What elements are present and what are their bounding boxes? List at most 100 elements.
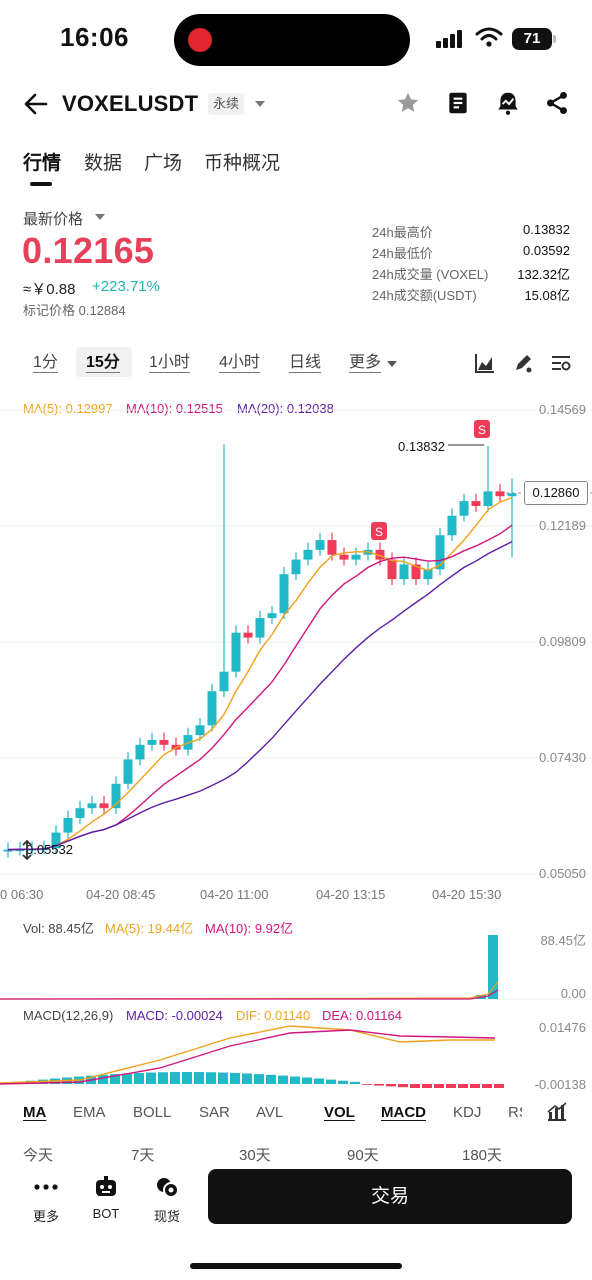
price-type-dropdown-icon[interactable] <box>95 214 105 220</box>
indicator-manage-icon[interactable] <box>546 1102 568 1122</box>
stat-low-value: 0.03592 <box>523 243 570 258</box>
indicator-macd[interactable]: MACD <box>381 1104 426 1121</box>
candle <box>291 552 301 581</box>
stat-volume-label: 24h成交量 (VOXEL) <box>372 267 489 282</box>
candle-body <box>147 739 157 745</box>
range-90d[interactable]: 90天 <box>347 1147 379 1164</box>
star-icon[interactable] <box>395 90 421 116</box>
candle <box>243 625 253 644</box>
indicator-sar[interactable]: SAR <box>199 1104 230 1121</box>
bottom-spot[interactable]: 现货 <box>145 1176 189 1225</box>
recording-indicator-icon <box>188 28 212 52</box>
interval-1h[interactable]: 1小时 <box>149 354 190 373</box>
volume-bars <box>0 935 499 1000</box>
indicator-settings-icon[interactable] <box>550 352 572 374</box>
vol-ma10-legend: MA(10): 9.92亿 <box>205 921 294 936</box>
tab-data[interactable]: 数据 <box>84 153 123 174</box>
candle-body <box>3 849 13 852</box>
macd-bar <box>470 1084 480 1088</box>
battery-icon: 71 <box>512 28 552 50</box>
tab-square[interactable]: 广场 <box>144 153 183 174</box>
price-alert-icon[interactable] <box>495 90 521 116</box>
time-axis-label: 04-20 11:00 <box>200 887 269 902</box>
macd-bar <box>290 1076 300 1084</box>
indicator-ma[interactable]: MA <box>23 1104 47 1121</box>
back-arrow-icon[interactable] <box>22 90 50 118</box>
tab-market[interactable]: 行情 <box>23 153 62 174</box>
candle-body <box>291 559 301 575</box>
symbol-title[interactable]: VOXELUSDT <box>62 91 199 116</box>
candle-body <box>111 783 121 809</box>
range-180d[interactable]: 180天 <box>462 1147 503 1164</box>
tab-underline <box>30 182 52 186</box>
candle-body <box>387 559 397 580</box>
indicator-kdj[interactable]: KDJ <box>453 1104 482 1121</box>
symbol-dropdown-icon[interactable] <box>255 101 265 107</box>
indicator-vol[interactable]: VOL <box>324 1104 355 1121</box>
svg-text:S: S <box>478 423 486 437</box>
range-today[interactable]: 今天 <box>23 1147 54 1164</box>
candle <box>411 557 421 585</box>
tab-coin-overview[interactable]: 币种概况 <box>204 153 281 174</box>
candle-body <box>279 574 289 614</box>
draw-tool-icon[interactable] <box>512 352 534 374</box>
macd-bar <box>422 1084 432 1088</box>
candle-body <box>399 564 409 580</box>
kline-chart[interactable]: S S <box>0 390 592 1130</box>
interval-1d[interactable]: 日线 <box>289 354 322 373</box>
stat-low-label: 24h最低价 <box>372 246 433 261</box>
interval-more-caret-icon[interactable] <box>387 361 397 367</box>
trade-button[interactable]: 交易 <box>208 1169 572 1224</box>
macd-bar <box>350 1081 360 1084</box>
macd-bar <box>278 1075 288 1084</box>
stat-turnover-label: 24h成交额(USDT) <box>372 288 477 303</box>
macd-bar <box>182 1072 192 1084</box>
indicator-avl[interactable]: AVL <box>256 1104 284 1121</box>
bottom-bot-label: BOT <box>92 1206 120 1221</box>
vol-axis-label: 0.00 <box>560 986 586 1001</box>
interval-more[interactable]: 更多 <box>349 354 382 373</box>
interval-1m[interactable]: 1分 <box>33 354 58 373</box>
dea-value: DEA: 0.01164 <box>322 1008 402 1023</box>
vol-ma10-line <box>0 989 499 1000</box>
time-axis-label: 04-20 15:30 <box>432 887 502 902</box>
candle <box>423 562 433 585</box>
last-price-label[interactable]: 最新价格 <box>23 211 84 228</box>
candle-body <box>195 725 205 736</box>
sell-marker-icon: S <box>371 522 387 540</box>
bottom-more[interactable]: 更多 <box>24 1176 68 1225</box>
time-axis-label: 0 06:30 <box>0 887 44 902</box>
candle <box>339 547 349 566</box>
drag-handle-icon[interactable] <box>20 840 34 860</box>
candle <box>111 776 121 815</box>
range-30d[interactable]: 30天 <box>239 1147 271 1164</box>
ma20-line <box>7 541 513 851</box>
indicator-rsi[interactable]: RS <box>508 1104 522 1121</box>
candle <box>255 610 265 644</box>
candle-body <box>447 515 457 536</box>
bottom-bot[interactable]: BOT <box>84 1176 128 1221</box>
candle-body <box>135 744 145 760</box>
indicator-ema[interactable]: EMA <box>73 1104 106 1121</box>
stat-volume-value: 132.32亿 <box>517 267 570 282</box>
notebook-icon[interactable] <box>445 90 471 116</box>
candle-body <box>435 535 445 570</box>
macd-bar <box>146 1072 156 1084</box>
chart-type-icon[interactable] <box>474 352 496 374</box>
interval-4h[interactable]: 4小时 <box>219 354 260 373</box>
share-icon[interactable] <box>544 90 570 116</box>
svg-text:S: S <box>375 525 383 539</box>
macd-value: MACD: -0.00024 <box>126 1008 223 1023</box>
interval-15m[interactable]: 15分 <box>86 354 120 373</box>
ma-lines <box>7 496 513 851</box>
range-7d[interactable]: 7天 <box>131 1147 155 1164</box>
indicator-boll[interactable]: BOLL <box>133 1104 172 1121</box>
macd-bar <box>314 1078 324 1084</box>
candle-body <box>87 803 97 809</box>
current-price-tag[interactable]: 0.12860 <box>524 481 588 505</box>
macd-bar <box>458 1084 468 1088</box>
candle <box>231 625 241 678</box>
macd-bar <box>242 1073 252 1084</box>
macd-bar <box>266 1074 276 1084</box>
sell-marker-icon: S <box>474 420 490 438</box>
